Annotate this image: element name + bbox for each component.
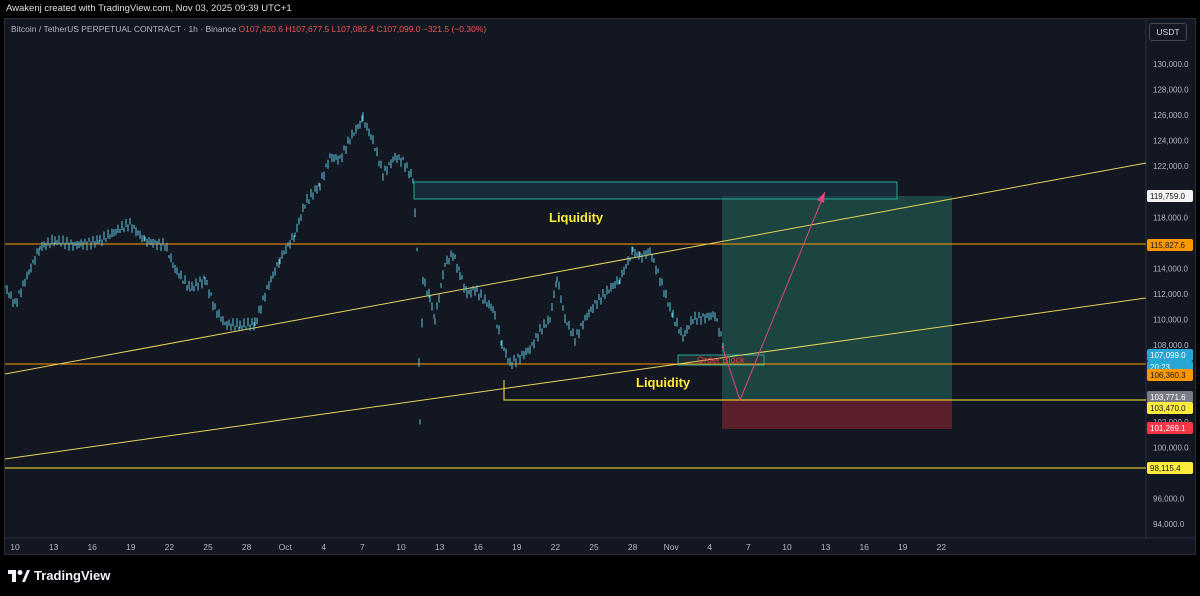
price-badge: 98,115.4 (1147, 462, 1193, 474)
footer: TradingView (0, 555, 1200, 596)
ohlc-values: O107,420.6 H107,677.5 L107,082.4 C107,09… (238, 24, 487, 34)
target-zone[interactable] (722, 196, 952, 399)
price-badge-label: 101,269.1 (1150, 424, 1186, 433)
time-tick-label: 22 (551, 542, 561, 552)
time-tick-label: 4 (707, 542, 712, 552)
price-tick-label: 108,000.0 (1153, 341, 1189, 350)
credit-text: Awakenj created with TradingView.com, No… (6, 3, 292, 14)
liquidity-label-bottom: Liquidity (636, 375, 691, 390)
price-badge-label: 119,759.0 (1150, 192, 1186, 201)
time-tick-label: 13 (821, 542, 831, 552)
stop-zone[interactable] (722, 399, 952, 429)
price-badges: 119,759.0 115,827.6 107,099.0 20:23106,360.… (1147, 190, 1193, 474)
price-badge: 119,759.0 (1147, 190, 1193, 202)
tradingview-brand: TradingView (34, 568, 111, 583)
time-tick-label: 16 (87, 542, 97, 552)
symbol-legend: Bitcoin / TetherUS PERPETUAL CONTRACT · … (11, 24, 486, 34)
price-tick-label: 126,000.0 (1153, 111, 1189, 120)
tradingview-logo[interactable]: TradingView (8, 568, 110, 583)
time-axis[interactable]: 10 13 16 19 22 25 28 Oct 4 7 10 13 16 19 22 25 28 Nov 4 7 10… (10, 542, 946, 552)
price-badge-bg (1147, 422, 1193, 434)
price-axis[interactable]: 130,000.0 128,000.0 126,000.0 124,000.0 122,… (1153, 60, 1189, 529)
time-tick-label: 19 (126, 542, 136, 552)
liquidity-box-top[interactable] (413, 181, 898, 200)
time-tick-label: 28 (242, 542, 252, 552)
symbol-name: Bitcoin / TetherUS PERPETUAL CONTRACT · … (11, 24, 237, 34)
order-block-label: Order Block (697, 355, 745, 365)
price-tick-label: 114,000.0 (1153, 264, 1189, 273)
time-tick-label: 7 (360, 542, 365, 552)
price-tick-label: 130,000.0 (1153, 60, 1189, 69)
price-tick-label: 128,000.0 (1153, 86, 1189, 95)
price-badge: 115,827.6 (1147, 239, 1193, 251)
time-tick-label: 22 (937, 542, 947, 552)
chart-canvas[interactable]: Liquidity Liquidity Order Block 130,000.… (5, 19, 1195, 554)
price-badge-bg (1147, 402, 1193, 414)
top-bar: Awakenj created with TradingView.com, No… (0, 0, 1200, 18)
price-badge-label: 115,827.6 (1150, 241, 1186, 250)
price-badge: 106,360.3 (1147, 369, 1193, 381)
price-badge-label: 20:23 (1150, 363, 1171, 372)
time-tick-label: 10 (396, 542, 406, 552)
time-tick-label: 19 (512, 542, 522, 552)
price-tick-label: 112,000.0 (1153, 290, 1189, 299)
price-badge-bg (1147, 391, 1193, 403)
price-tick-label: 124,000.0 (1153, 137, 1189, 146)
time-tick-label: 7 (746, 542, 751, 552)
price-tick-label: 96,000.0 (1153, 494, 1185, 503)
price-badge-bg (1147, 190, 1193, 202)
arrow-head-icon (817, 192, 825, 203)
currency-button[interactable]: USDT (1149, 23, 1187, 41)
time-tick-label: Oct (279, 542, 293, 552)
price-tick-label: 94,000.0 (1153, 520, 1185, 529)
price-tick-label: 110,000.0 (1153, 316, 1189, 325)
projection-arrow[interactable] (721, 191, 826, 402)
price-badge: 103,771.6 (1147, 391, 1193, 403)
time-tick-label: 25 (203, 542, 213, 552)
price-badge-bg (1147, 349, 1193, 361)
time-tick-label: Nov (664, 542, 680, 552)
trendline-upper[interactable] (5, 162, 1147, 375)
time-tick-label: 22 (165, 542, 175, 552)
price-tick-label: 100,000.0 (1153, 443, 1189, 452)
order-block-box[interactable] (677, 354, 765, 366)
time-tick-label: 10 (10, 542, 20, 552)
time-tick-label: 13 (435, 542, 445, 552)
price-badge-bg (1147, 369, 1193, 381)
time-tick-label: 16 (473, 542, 483, 552)
price-badge-label: 103,470.0 (1150, 404, 1186, 413)
price-badge-bg (1147, 239, 1193, 251)
time-tick-label: 13 (49, 542, 59, 552)
liquidity-label-top: Liquidity (549, 210, 604, 225)
price-badge-label: 103,771.6 (1150, 393, 1186, 402)
level-103470[interactable] (503, 380, 1146, 401)
price-badge-bg (1147, 462, 1193, 474)
time-tick-label: 25 (589, 542, 599, 552)
price-badge: 101,269.1 (1147, 422, 1193, 434)
price-badge-label: 107,099.0 (1150, 351, 1186, 360)
time-tick-label: 16 (859, 542, 869, 552)
price-badge: 107,099.0 (1147, 349, 1193, 361)
time-tick-label: 10 (782, 542, 792, 552)
time-tick-label: 4 (321, 542, 326, 552)
tradingview-logo-icon (8, 569, 30, 582)
price-tick-label: 122,000.0 (1153, 162, 1189, 171)
price-tick-label: 118,000.0 (1153, 213, 1189, 222)
price-badge: 103,470.0 (1147, 402, 1193, 414)
price-series[interactable] (5, 112, 724, 425)
time-tick-label: 19 (898, 542, 908, 552)
price-badge-label: 98,115.4 (1150, 464, 1181, 473)
time-tick-label: 28 (628, 542, 638, 552)
chart-area[interactable]: Liquidity Liquidity Order Block 130,000.… (4, 18, 1196, 555)
trendline-lower[interactable] (5, 297, 1147, 460)
price-badge-label: 106,360.3 (1150, 371, 1186, 380)
